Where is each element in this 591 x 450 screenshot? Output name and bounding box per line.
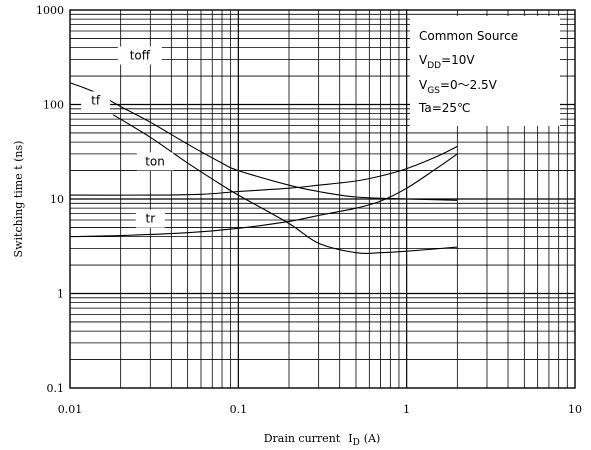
y-tick-labels: 0.1 1 10 100 1000 bbox=[36, 4, 64, 395]
y-tick-label: 10 bbox=[50, 193, 64, 206]
curves bbox=[69, 82, 458, 255]
curve-label-toff: toff bbox=[130, 49, 151, 63]
conditions-box-background bbox=[410, 16, 560, 126]
curve-labels: toff tf ton tr bbox=[81, 46, 174, 228]
x-tick-labels: 0.01 0.1 1 10 bbox=[58, 403, 582, 416]
series-line-tf bbox=[112, 114, 458, 255]
conditions-box: Common Source VDD=10V VGS=0～2.5V Ta=25℃ bbox=[410, 16, 560, 126]
y-tick-label: 0.1 bbox=[47, 382, 65, 395]
curve-label-background bbox=[117, 46, 162, 65]
plot-frame bbox=[69, 9, 576, 389]
curve-label-tf: tf bbox=[91, 94, 101, 108]
y-tick-label: 100 bbox=[43, 99, 64, 112]
condition-vdd: VDD=10V bbox=[419, 53, 475, 71]
condition-ta: Ta=25℃ bbox=[418, 101, 471, 115]
series-line-toff bbox=[69, 82, 458, 201]
curve-label-ton: ton bbox=[145, 154, 165, 168]
curve-label-background bbox=[81, 91, 111, 110]
x-tick-label: 0.01 bbox=[58, 403, 83, 416]
x-axis-label: Drain current ID (A) bbox=[264, 432, 381, 448]
curve-label-tr: tr bbox=[145, 212, 155, 226]
y-axis-label: Switching time t (ns) bbox=[12, 141, 25, 258]
x-tick-label: 1 bbox=[403, 403, 410, 416]
curve-label-background bbox=[135, 209, 165, 228]
series-line-ton bbox=[69, 145, 458, 196]
grid bbox=[70, 10, 575, 388]
series-line-tr bbox=[69, 153, 458, 238]
x-tick-label: 0.1 bbox=[230, 403, 248, 416]
y-tick-label: 1 bbox=[57, 288, 64, 301]
y-tick-label: 1000 bbox=[36, 4, 64, 17]
condition-common-source: Common Source bbox=[419, 29, 518, 43]
curve-label-background bbox=[136, 152, 174, 171]
condition-vgs: VGS=0～2.5V bbox=[419, 78, 498, 96]
x-tick-label: 10 bbox=[568, 403, 582, 416]
